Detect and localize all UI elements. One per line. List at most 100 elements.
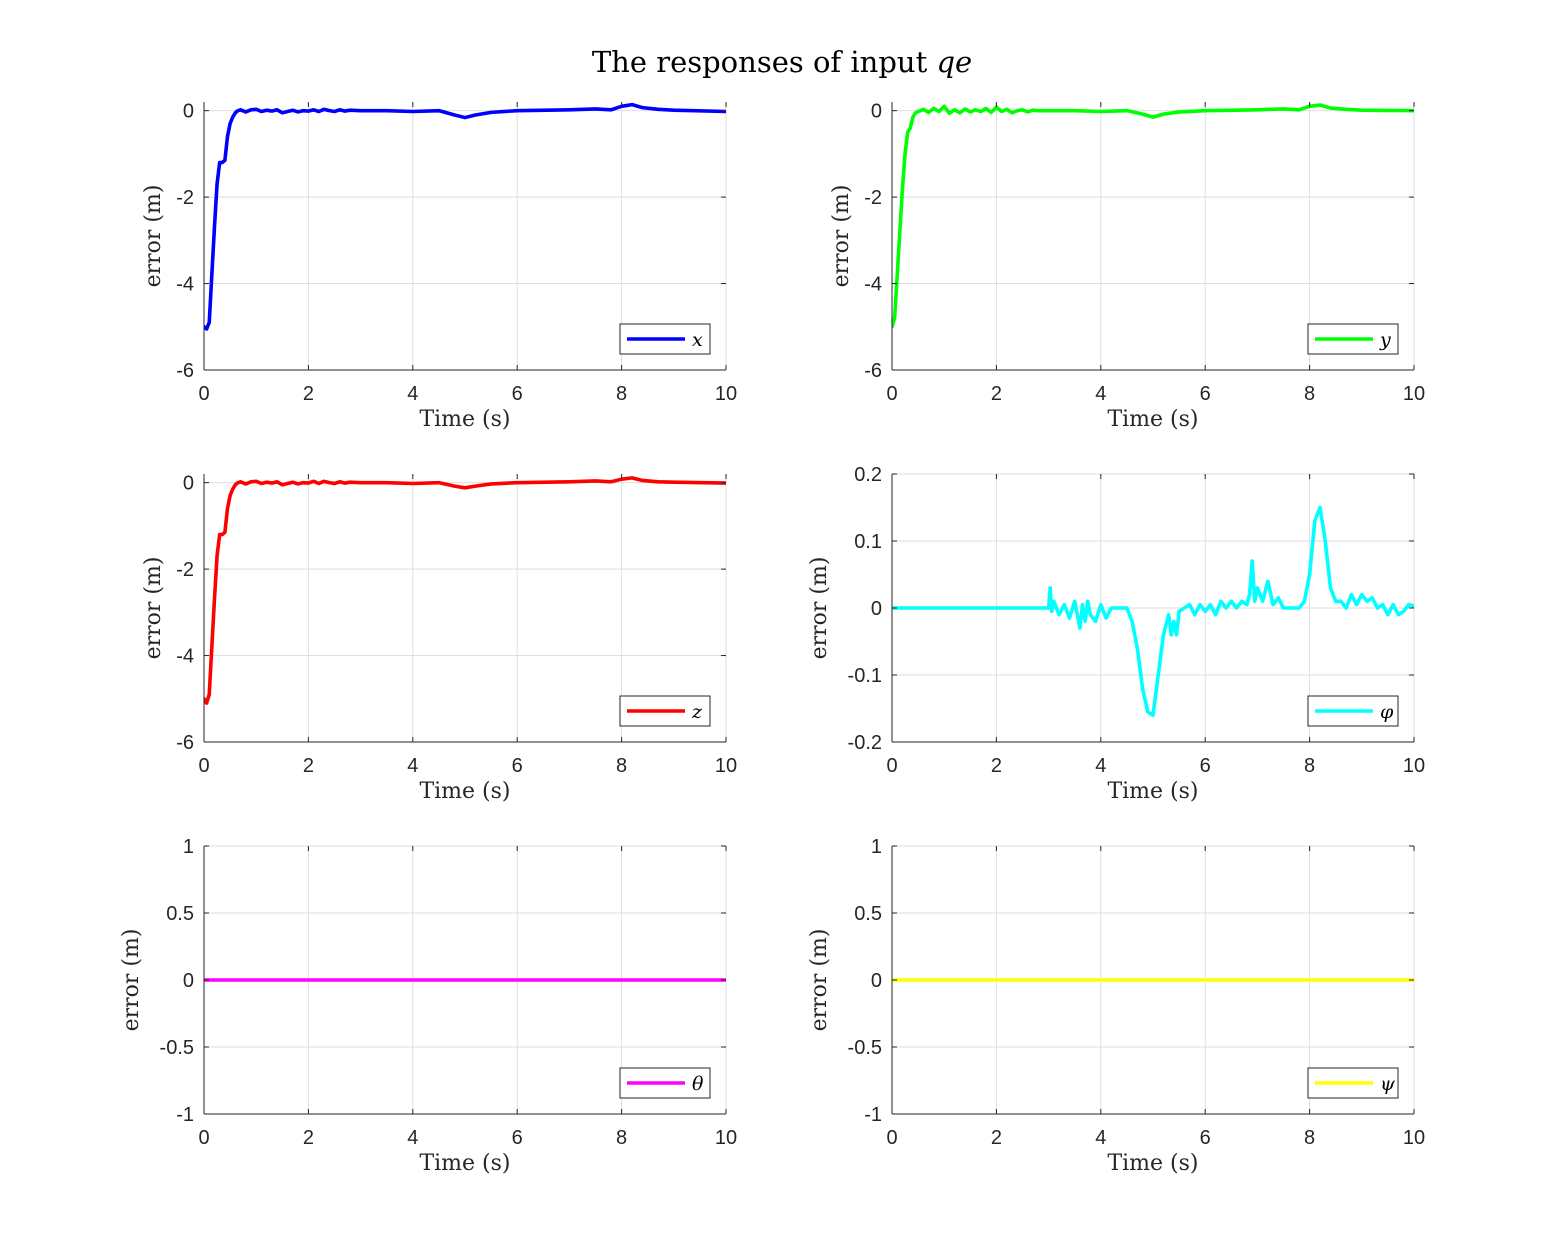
x-tick-label-2: 4 [407,755,418,777]
series-line-y [892,103,1414,329]
y-tick-label-1: -4 [864,274,882,296]
y-tick-label-2: 0 [183,970,194,992]
x-tick-label-2: 4 [407,1127,418,1149]
y-tick-label-4: 1 [183,836,194,858]
legend-label-ψ: ψ [1380,1073,1396,1095]
series-line-x [204,102,726,331]
x-tick-label-1: 2 [991,755,1002,777]
x-tick-label-1: 2 [303,383,314,405]
x-tick-label-1: 2 [991,1127,1002,1149]
y-tick-label-0: -6 [864,360,882,382]
x-tick-label-3: 6 [1200,755,1211,777]
x-tick-label-2: 4 [407,383,418,405]
legend: y [1307,323,1399,355]
y-axis-label: error (m) [141,185,166,288]
y-axis-label: error (m) [807,929,832,1032]
x-axis-label: Time (s) [1107,779,1198,804]
y-tick-label-3: 0 [183,473,194,495]
x-tick-label-4: 8 [616,755,627,777]
legend: φ [1307,695,1399,727]
x-tick-label-0: 0 [198,383,209,405]
figure-title-math: qe [936,45,972,79]
y-axis-label: error (m) [829,185,854,288]
x-tick-label-5: 10 [1403,383,1425,405]
x-tick-label-3: 6 [1200,1127,1211,1149]
x-tick-label-4: 8 [616,383,627,405]
figure-title-text: The responses of input [592,45,937,79]
y-tick-label-3: 0 [183,101,194,123]
subplot-3: 0 2 4 6 8 10 -6 -4 -2 0 Time (s) error (m) z [141,473,737,804]
y-tick-label-0: -1 [176,1104,194,1126]
legend: ψ [1307,1067,1399,1099]
x-tick-label-0: 0 [198,755,209,777]
y-tick-label-0: -0.2 [848,732,882,754]
x-tick-label-0: 0 [198,1127,209,1149]
x-tick-label-4: 8 [1304,383,1315,405]
y-tick-label-2: -2 [176,187,194,209]
x-axis-label: Time (s) [419,779,510,804]
subplot-1: 0 2 4 6 8 10 -6 -4 -2 0 Time (s) error (m) x [141,101,737,432]
x-tick-label-5: 10 [715,755,737,777]
x-tick-label-3: 6 [1200,383,1211,405]
x-tick-label-1: 2 [303,1127,314,1149]
x-axis-label: Time (s) [1107,407,1198,432]
subplot-6: 0 2 4 6 8 10 -1 -0.5 0 0.5 1 Time (s) error (m) ψ [807,836,1425,1176]
y-tick-label-3: 0.1 [854,531,882,553]
x-tick-label-0: 0 [886,383,897,405]
legend: z [619,695,711,727]
legend-label-y: y [1379,329,1391,351]
x-tick-label-4: 8 [1304,1127,1315,1149]
subplot-2: 0 2 4 6 8 10 -6 -4 -2 0 Time (s) error (m) y [829,101,1425,432]
x-tick-label-2: 4 [1095,1127,1106,1149]
x-tick-label-2: 4 [1095,755,1106,777]
y-tick-label-1: -0.1 [848,665,882,687]
x-tick-label-3: 6 [512,383,523,405]
x-tick-label-1: 2 [991,383,1002,405]
legend: θ [619,1067,711,1099]
legend-label-x: x [692,329,703,351]
x-tick-label-5: 10 [715,383,737,405]
y-tick-label-2: -2 [176,559,194,581]
x-axis-label: Time (s) [419,1151,510,1176]
y-tick-label-1: -0.5 [160,1037,194,1059]
x-axis-label: Time (s) [1107,1151,1198,1176]
subplot-4: 0 2 4 6 8 10 -0.2 -0.1 0 0.1 0.2 Time (s) error (m) φ [807,464,1425,804]
y-axis-label: error (m) [119,929,144,1032]
x-tick-label-5: 10 [715,1127,737,1149]
series-line-φ [892,505,1414,717]
y-tick-label-2: -2 [864,187,882,209]
x-tick-label-4: 8 [616,1127,627,1149]
y-tick-label-3: 0 [871,101,882,123]
y-tick-label-2: 0 [871,598,882,620]
y-tick-label-0: -1 [864,1104,882,1126]
y-tick-label-3: 0.5 [854,903,882,925]
y-tick-label-0: -6 [176,732,194,754]
y-tick-label-1: -4 [176,646,194,668]
figure-title: The responses of input qe [592,45,972,79]
x-tick-label-0: 0 [886,1127,897,1149]
subplot-5: 0 2 4 6 8 10 -1 -0.5 0 0.5 1 Time (s) error (m) θ [119,836,737,1176]
y-tick-label-4: 0.2 [854,464,882,486]
x-tick-label-3: 6 [512,1127,523,1149]
x-tick-label-3: 6 [512,755,523,777]
x-tick-label-2: 4 [1095,383,1106,405]
x-axis-label: Time (s) [419,407,510,432]
y-tick-label-2: 0 [871,970,882,992]
x-tick-label-1: 2 [303,755,314,777]
x-tick-label-5: 10 [1403,755,1425,777]
x-tick-label-5: 10 [1403,1127,1425,1149]
legend: x [619,323,711,355]
legend-label-θ: θ [692,1073,704,1095]
x-tick-label-0: 0 [886,755,897,777]
y-tick-label-4: 1 [871,836,882,858]
series-line-z [204,476,726,705]
x-tick-label-4: 8 [1304,755,1315,777]
legend-label-z: z [691,701,703,723]
y-tick-label-1: -4 [176,274,194,296]
y-tick-label-0: -6 [176,360,194,382]
y-tick-label-1: -0.5 [848,1037,882,1059]
y-tick-label-3: 0.5 [166,903,194,925]
y-axis-label: error (m) [807,557,832,660]
